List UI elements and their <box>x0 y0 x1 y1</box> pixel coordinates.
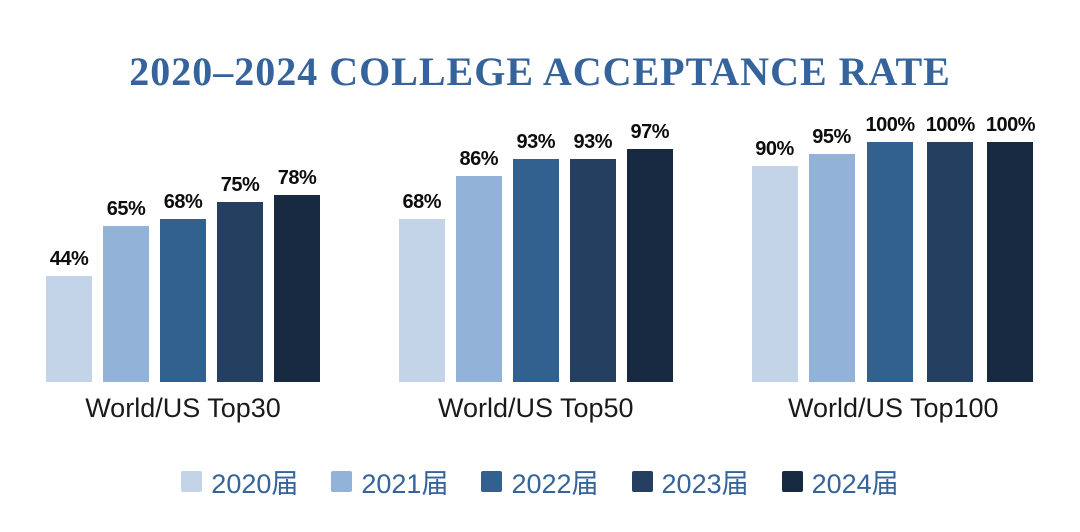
bar-group: 44% 65% 68% 75% 78% World/US Top30 <box>46 167 320 424</box>
bar <box>455 176 502 382</box>
bar-value-label: 68% <box>402 191 442 213</box>
bar <box>46 276 92 382</box>
bar-value-label: 75% <box>220 174 260 196</box>
bar <box>987 142 1034 382</box>
bar <box>626 149 673 382</box>
legend-swatch-icon <box>481 471 503 492</box>
bar <box>927 142 974 382</box>
bar-value-label: 68% <box>163 191 203 213</box>
bar-value-label: 97% <box>630 121 670 143</box>
legend-label: 2023届 <box>661 469 749 499</box>
legend-label: 2021届 <box>361 469 449 499</box>
bar-row: 44% 65% 68% 75% 78% <box>46 167 320 382</box>
bar-and-label: 100% <box>985 114 1036 382</box>
bar-value-label: 93% <box>516 131 556 153</box>
bar-value-label: 100% <box>925 114 976 136</box>
bar-value-label: 93% <box>573 131 613 153</box>
legend-item: 2021届 <box>331 462 448 501</box>
bar-group: 68% 86% 93% 93% 97% World/US Top50 <box>398 121 673 424</box>
bar-and-label: 90% <box>751 138 798 382</box>
bar-value-label: 65% <box>106 198 146 220</box>
bar <box>512 159 559 382</box>
legend-item: 2024届 <box>781 462 899 501</box>
bar-and-label: 68% <box>398 191 445 382</box>
bar-value-label: 78% <box>277 167 317 189</box>
bar-and-label: 44% <box>46 248 92 382</box>
bar-and-label: 100% <box>866 114 915 382</box>
legend-swatch-icon <box>631 471 653 492</box>
bar-and-label: 75% <box>217 174 263 382</box>
bar-and-label: 65% <box>103 198 149 382</box>
bar-value-label: 95% <box>812 126 851 148</box>
bar-and-label: 78% <box>274 167 320 382</box>
bar-row: 68% 86% 93% 93% 97% <box>398 121 673 382</box>
bar <box>398 219 445 382</box>
bar-and-label: 93% <box>512 131 559 382</box>
bar-and-label: 68% <box>160 191 206 382</box>
bar <box>569 159 616 382</box>
bar-value-label: 100% <box>865 114 916 136</box>
bar-groups: 44% 65% 68% 75% 78% World/US Top30 68% 86% 93% 93… <box>46 114 1036 424</box>
bar-value-label: 44% <box>49 248 89 270</box>
legend: 2020届 2021届 2022届 2023届 2024届 <box>0 462 1080 501</box>
legend-swatch-icon <box>781 471 803 492</box>
bar <box>274 195 320 382</box>
category-label: World/US Top50 <box>437 393 634 423</box>
bar <box>103 226 149 382</box>
legend-item: 2023届 <box>631 462 749 501</box>
legend-item: 2022届 <box>481 462 599 501</box>
bar <box>808 154 855 382</box>
bar-and-label: 100% <box>926 114 975 382</box>
bar <box>867 142 914 382</box>
legend-swatch-icon <box>331 471 353 492</box>
bar-group: 90% 95% 100% 100% 100% World/US Top100 <box>751 114 1036 424</box>
legend-label: 2022届 <box>511 469 599 499</box>
bar <box>751 166 798 382</box>
bar-value-label: 100% <box>985 114 1036 136</box>
legend-item: 2020届 <box>181 462 298 501</box>
bar <box>217 202 263 382</box>
chart-title: 2020–2024 COLLEGE ACCEPTANCE RATE <box>129 49 951 94</box>
bar-and-label: 86% <box>455 148 502 382</box>
bar-value-label: 90% <box>755 138 794 160</box>
legend-label: 2024届 <box>811 469 899 499</box>
bar-value-label: 86% <box>459 148 499 170</box>
bar-and-label: 93% <box>569 131 616 382</box>
category-label: World/US Top100 <box>787 393 999 423</box>
bar-and-label: 97% <box>626 121 673 382</box>
bar <box>160 219 206 382</box>
category-label: World/US Top30 <box>85 393 281 423</box>
legend-label: 2020届 <box>211 469 299 499</box>
bar-row: 90% 95% 100% 100% 100% <box>751 114 1036 382</box>
bar-and-label: 95% <box>808 126 855 382</box>
legend-swatch-icon <box>181 471 203 492</box>
